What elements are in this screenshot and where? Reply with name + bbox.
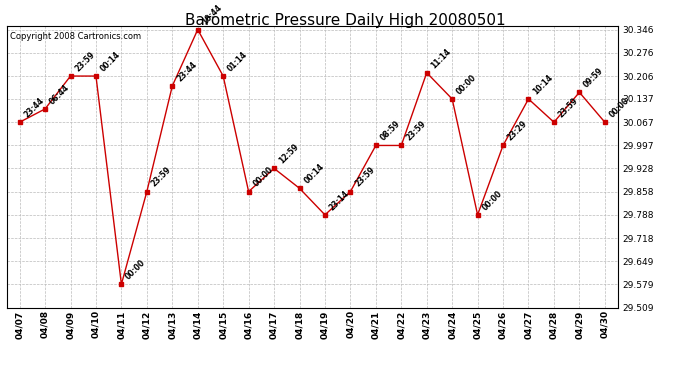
Text: 08:59: 08:59 (379, 119, 402, 142)
Text: 11:14: 11:14 (429, 46, 453, 70)
Text: 09:59: 09:59 (582, 66, 606, 90)
Text: Copyright 2008 Cartronics.com: Copyright 2008 Cartronics.com (10, 32, 141, 41)
Text: 00:00: 00:00 (455, 73, 478, 96)
Text: 23:59: 23:59 (73, 50, 97, 73)
Text: 23:44: 23:44 (175, 60, 199, 83)
Text: 23:59: 23:59 (557, 96, 580, 119)
Text: 23:59: 23:59 (404, 119, 427, 142)
Text: 00:00: 00:00 (608, 96, 631, 119)
Text: 12:59: 12:59 (277, 142, 300, 166)
Text: 00:00: 00:00 (251, 165, 275, 189)
Text: 00:14: 00:14 (99, 50, 122, 73)
Text: 06:44: 06:44 (48, 83, 71, 106)
Text: 01:14: 01:14 (226, 50, 249, 73)
Text: 23:29: 23:29 (506, 119, 529, 142)
Text: 23:14: 23:14 (328, 189, 351, 212)
Text: 00:14: 00:14 (302, 162, 326, 186)
Text: 23:59: 23:59 (353, 165, 377, 189)
Text: 23:59: 23:59 (150, 165, 173, 189)
Text: 00:00: 00:00 (480, 189, 504, 212)
Text: 10:44: 10:44 (201, 3, 224, 27)
Text: 23:44: 23:44 (22, 96, 46, 119)
Text: 10:14: 10:14 (531, 73, 555, 96)
Text: Barometric Pressure Daily High 20080501: Barometric Pressure Daily High 20080501 (185, 13, 505, 28)
Text: 00:00: 00:00 (124, 258, 148, 282)
